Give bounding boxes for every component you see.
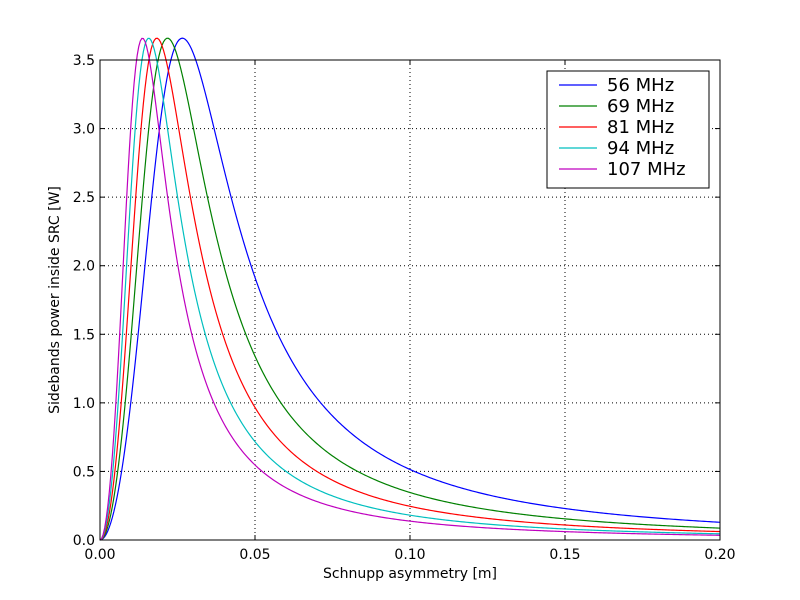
series-group bbox=[99, 37, 721, 541]
series-line-56-mhz bbox=[99, 37, 721, 541]
series-line-69-mhz bbox=[99, 37, 721, 541]
x-tick-label: 0.20 bbox=[704, 547, 735, 563]
y-tick-label: 3.5 bbox=[73, 53, 95, 69]
legend-label: 56 MHz bbox=[607, 75, 674, 96]
x-tick-label: 0.00 bbox=[84, 547, 115, 563]
y-tick-label: 1.5 bbox=[73, 327, 95, 343]
ticks: 0.00 0.05 0.10 0.15 0.20 0.0 0.5 1.0 1.5 2.0 2.5 3.… bbox=[73, 53, 736, 563]
y-tick-label: 2.0 bbox=[73, 259, 95, 275]
legend-label: 69 MHz bbox=[607, 96, 674, 117]
series-line-107-mhz bbox=[99, 37, 721, 541]
x-tick-label: 0.10 bbox=[394, 547, 425, 563]
y-axis-label: Sidebands power inside SRC [W] bbox=[47, 186, 63, 414]
x-tick-label: 0.15 bbox=[549, 547, 580, 563]
legend-label: 81 MHz bbox=[607, 117, 674, 138]
y-tick-label: 0.5 bbox=[73, 464, 95, 480]
legend-label: 94 MHz bbox=[607, 138, 674, 159]
y-tick-label: 2.5 bbox=[73, 190, 95, 206]
y-tick-label: 0.0 bbox=[73, 533, 95, 549]
y-tick-label: 3.0 bbox=[73, 122, 95, 138]
x-tick-label: 0.05 bbox=[239, 547, 270, 563]
x-axis-label: Schnupp asymmetry [m] bbox=[323, 566, 497, 582]
series-line-94-mhz bbox=[99, 37, 721, 541]
y-tick-label: 1.0 bbox=[73, 396, 95, 412]
series-line-81-mhz bbox=[99, 37, 721, 541]
legend-label: 107 MHz bbox=[607, 159, 686, 180]
